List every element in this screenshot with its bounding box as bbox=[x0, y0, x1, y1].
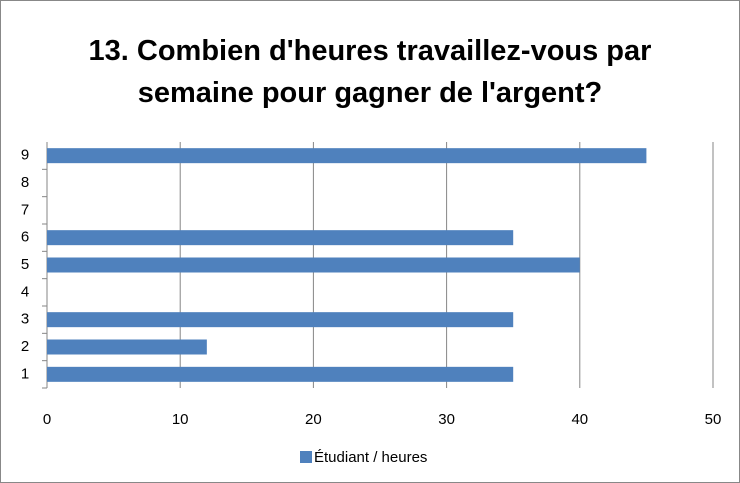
bar bbox=[47, 339, 207, 355]
y-tick-label: 4 bbox=[21, 283, 29, 300]
bar bbox=[47, 257, 580, 273]
legend-swatch bbox=[300, 451, 312, 463]
x-tick-label: 10 bbox=[172, 411, 189, 428]
chart-title: 13. Combien d'heures travaillez-vous par… bbox=[88, 35, 652, 109]
bar bbox=[47, 230, 514, 246]
x-tick-label: 30 bbox=[438, 411, 455, 428]
y-tick-label: 7 bbox=[21, 201, 29, 218]
y-tick-label: 1 bbox=[21, 365, 29, 382]
legend-label: Étudiant / heures bbox=[314, 449, 427, 466]
bar bbox=[47, 148, 647, 164]
y-tick-label: 2 bbox=[21, 338, 29, 355]
y-tick-label: 8 bbox=[21, 174, 29, 191]
x-tick-label: 40 bbox=[571, 411, 588, 428]
x-tick-label: 0 bbox=[43, 411, 51, 428]
bar bbox=[47, 312, 514, 328]
y-tick-label: 5 bbox=[21, 256, 29, 273]
x-tick-label: 50 bbox=[705, 411, 722, 428]
y-tick-label: 6 bbox=[21, 229, 29, 246]
bar bbox=[47, 366, 514, 382]
x-tick-label: 20 bbox=[305, 411, 322, 428]
y-tick-label: 9 bbox=[21, 147, 29, 164]
y-tick-label: 3 bbox=[21, 311, 29, 328]
